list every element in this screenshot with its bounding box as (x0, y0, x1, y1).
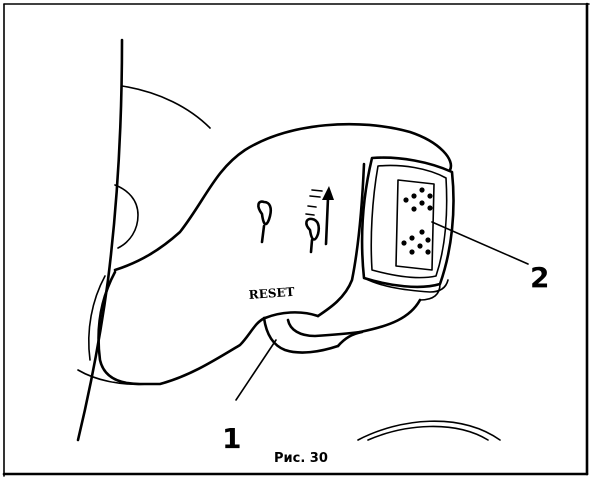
callout-2: 2 (530, 261, 549, 294)
stalk-lever-outline (77, 122, 453, 386)
end-button[interactable] (360, 156, 455, 301)
callout-1: 1 (222, 422, 241, 455)
figure-caption: Рис. 30 (274, 451, 328, 466)
washer-spray-up-arrow-icon (305, 186, 334, 254)
rotary-switch-ring[interactable] (262, 298, 422, 354)
leader-line (235, 221, 529, 401)
reset-label: RESET (248, 285, 295, 302)
column-shroud-outline (76, 38, 501, 442)
frame-border (2, 2, 590, 477)
wiper-blade-icon (257, 200, 273, 244)
button-dots (401, 187, 433, 255)
